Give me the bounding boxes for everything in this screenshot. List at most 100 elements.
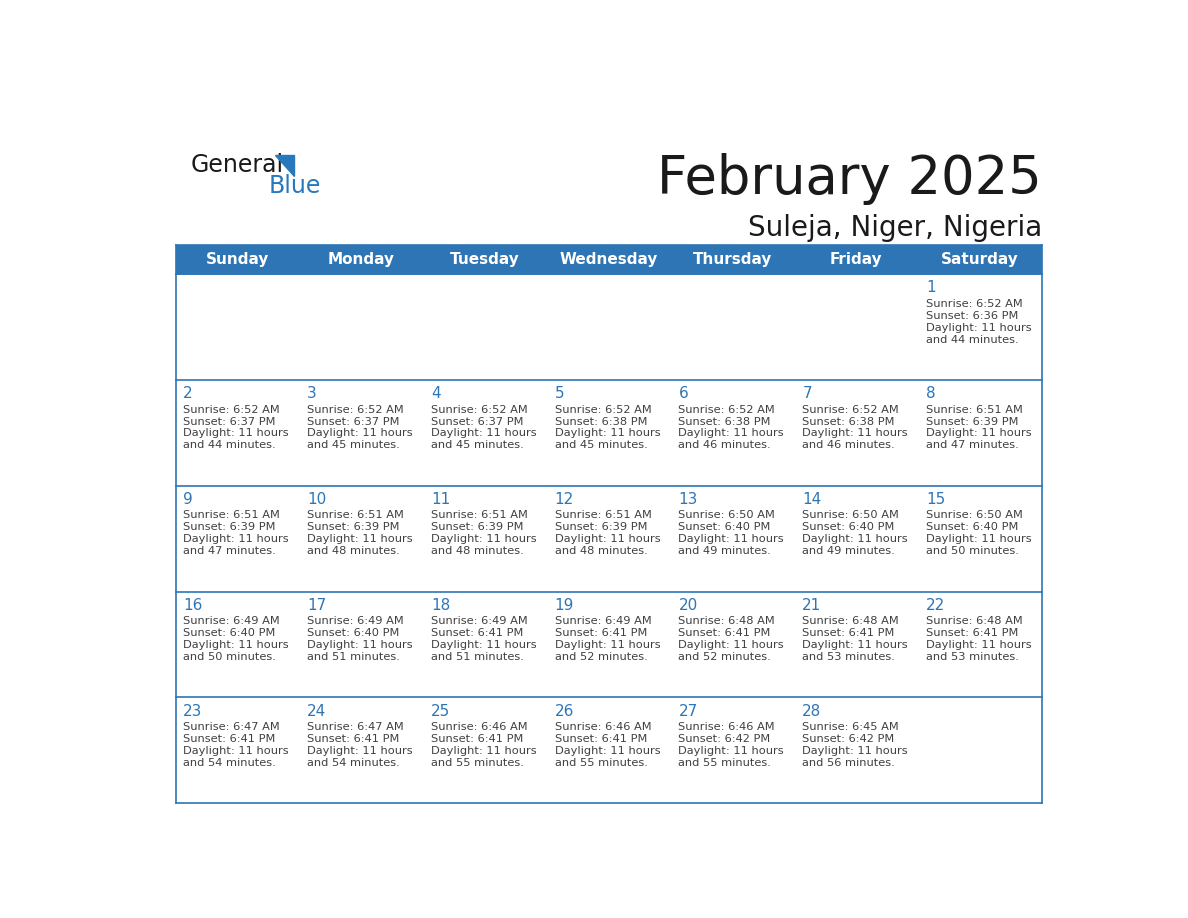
Text: and 48 minutes.: and 48 minutes.: [555, 546, 647, 556]
Bar: [423, 698, 546, 803]
Text: Sunrise: 6:52 AM: Sunrise: 6:52 AM: [183, 405, 280, 415]
Text: Sunset: 6:39 PM: Sunset: 6:39 PM: [555, 522, 647, 532]
Text: 28: 28: [802, 703, 822, 719]
Text: Saturday: Saturday: [941, 252, 1019, 267]
Text: Daylight: 11 hours: Daylight: 11 hours: [927, 534, 1031, 544]
Bar: [176, 486, 299, 591]
Bar: [671, 380, 795, 486]
Text: 5: 5: [555, 386, 564, 401]
Text: Sunset: 6:39 PM: Sunset: 6:39 PM: [431, 522, 524, 532]
Bar: [795, 274, 918, 380]
Text: 23: 23: [183, 703, 203, 719]
Text: Sunrise: 6:48 AM: Sunrise: 6:48 AM: [927, 616, 1023, 626]
Text: 25: 25: [431, 703, 450, 719]
Text: Daylight: 11 hours: Daylight: 11 hours: [183, 534, 289, 544]
Bar: [795, 380, 918, 486]
Text: Suleja, Niger, Nigeria: Suleja, Niger, Nigeria: [747, 214, 1042, 242]
Text: Sunset: 6:40 PM: Sunset: 6:40 PM: [183, 628, 276, 638]
Text: Daylight: 11 hours: Daylight: 11 hours: [678, 640, 784, 650]
Text: and 45 minutes.: and 45 minutes.: [308, 441, 400, 451]
Text: Daylight: 11 hours: Daylight: 11 hours: [927, 429, 1031, 439]
Text: 1: 1: [927, 280, 936, 296]
Text: 12: 12: [555, 492, 574, 507]
Text: Daylight: 11 hours: Daylight: 11 hours: [431, 429, 537, 439]
Text: 8: 8: [927, 386, 936, 401]
Text: Sunset: 6:39 PM: Sunset: 6:39 PM: [308, 522, 399, 532]
Text: 15: 15: [927, 492, 946, 507]
Text: and 55 minutes.: and 55 minutes.: [678, 757, 771, 767]
Text: Sunset: 6:42 PM: Sunset: 6:42 PM: [802, 733, 895, 744]
Text: and 51 minutes.: and 51 minutes.: [431, 652, 524, 662]
Text: Sunrise: 6:49 AM: Sunrise: 6:49 AM: [555, 616, 651, 626]
Text: Sunset: 6:41 PM: Sunset: 6:41 PM: [431, 628, 523, 638]
Text: Sunset: 6:41 PM: Sunset: 6:41 PM: [555, 733, 647, 744]
Text: Sunrise: 6:52 AM: Sunrise: 6:52 AM: [927, 299, 1023, 308]
Text: Sunrise: 6:47 AM: Sunrise: 6:47 AM: [308, 722, 404, 732]
Text: Sunset: 6:37 PM: Sunset: 6:37 PM: [183, 417, 276, 427]
Bar: [795, 245, 918, 274]
Text: Daylight: 11 hours: Daylight: 11 hours: [802, 534, 908, 544]
Bar: [546, 698, 671, 803]
Text: 7: 7: [802, 386, 811, 401]
Text: Daylight: 11 hours: Daylight: 11 hours: [431, 640, 537, 650]
Text: Sunset: 6:42 PM: Sunset: 6:42 PM: [678, 733, 771, 744]
Text: Daylight: 11 hours: Daylight: 11 hours: [555, 534, 661, 544]
Text: 21: 21: [802, 598, 822, 612]
Bar: [671, 274, 795, 380]
Text: and 53 minutes.: and 53 minutes.: [802, 652, 895, 662]
Text: 14: 14: [802, 492, 822, 507]
Text: Sunrise: 6:51 AM: Sunrise: 6:51 AM: [555, 510, 651, 521]
Text: Daylight: 11 hours: Daylight: 11 hours: [678, 429, 784, 439]
Text: and 48 minutes.: and 48 minutes.: [431, 546, 524, 556]
Text: Sunrise: 6:50 AM: Sunrise: 6:50 AM: [927, 510, 1023, 521]
Text: Sunset: 6:40 PM: Sunset: 6:40 PM: [927, 522, 1018, 532]
Text: General: General: [191, 152, 284, 176]
Text: Friday: Friday: [830, 252, 883, 267]
Text: Sunrise: 6:52 AM: Sunrise: 6:52 AM: [678, 405, 776, 415]
Text: and 45 minutes.: and 45 minutes.: [431, 441, 524, 451]
Bar: [671, 698, 795, 803]
Text: 9: 9: [183, 492, 194, 507]
Text: Daylight: 11 hours: Daylight: 11 hours: [678, 745, 784, 756]
Bar: [918, 591, 1042, 698]
Text: Daylight: 11 hours: Daylight: 11 hours: [183, 640, 289, 650]
Text: Sunrise: 6:51 AM: Sunrise: 6:51 AM: [431, 510, 527, 521]
Text: Daylight: 11 hours: Daylight: 11 hours: [431, 534, 537, 544]
Text: Sunset: 6:41 PM: Sunset: 6:41 PM: [308, 733, 399, 744]
Text: 24: 24: [308, 703, 327, 719]
Text: Daylight: 11 hours: Daylight: 11 hours: [308, 640, 412, 650]
Text: 11: 11: [431, 492, 450, 507]
Text: Thursday: Thursday: [693, 252, 772, 267]
Text: Daylight: 11 hours: Daylight: 11 hours: [555, 429, 661, 439]
Text: Sunset: 6:37 PM: Sunset: 6:37 PM: [431, 417, 524, 427]
Text: and 45 minutes.: and 45 minutes.: [555, 441, 647, 451]
Text: Daylight: 11 hours: Daylight: 11 hours: [308, 534, 412, 544]
Text: Sunrise: 6:51 AM: Sunrise: 6:51 AM: [308, 510, 404, 521]
Text: Sunset: 6:41 PM: Sunset: 6:41 PM: [555, 628, 647, 638]
Bar: [546, 591, 671, 698]
Bar: [546, 486, 671, 591]
Text: Sunrise: 6:50 AM: Sunrise: 6:50 AM: [678, 510, 776, 521]
Text: February 2025: February 2025: [657, 152, 1042, 205]
Text: and 51 minutes.: and 51 minutes.: [308, 652, 400, 662]
Text: Sunset: 6:36 PM: Sunset: 6:36 PM: [927, 311, 1018, 320]
Bar: [299, 698, 423, 803]
Text: 3: 3: [308, 386, 317, 401]
Text: Sunrise: 6:52 AM: Sunrise: 6:52 AM: [431, 405, 527, 415]
Bar: [918, 245, 1042, 274]
Text: and 55 minutes.: and 55 minutes.: [431, 757, 524, 767]
Bar: [423, 274, 546, 380]
Text: 4: 4: [431, 386, 441, 401]
Text: Sunset: 6:39 PM: Sunset: 6:39 PM: [927, 417, 1018, 427]
Text: and 47 minutes.: and 47 minutes.: [927, 441, 1019, 451]
Text: 18: 18: [431, 598, 450, 612]
Text: 27: 27: [678, 703, 697, 719]
Text: Daylight: 11 hours: Daylight: 11 hours: [555, 745, 661, 756]
Text: and 54 minutes.: and 54 minutes.: [308, 757, 400, 767]
Text: Daylight: 11 hours: Daylight: 11 hours: [183, 745, 289, 756]
Text: Sunrise: 6:51 AM: Sunrise: 6:51 AM: [927, 405, 1023, 415]
Text: Sunset: 6:39 PM: Sunset: 6:39 PM: [183, 522, 276, 532]
Text: Sunrise: 6:49 AM: Sunrise: 6:49 AM: [308, 616, 404, 626]
Bar: [299, 591, 423, 698]
Text: Daylight: 11 hours: Daylight: 11 hours: [431, 745, 537, 756]
